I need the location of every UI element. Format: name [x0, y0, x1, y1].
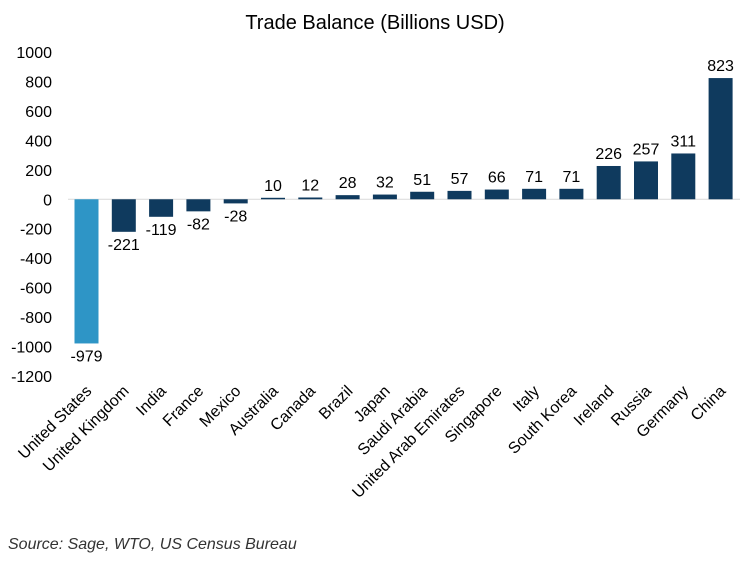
- data-label: 51: [413, 172, 431, 189]
- bars: [68, 78, 740, 344]
- data-label: 823: [707, 58, 734, 75]
- bar-india: [149, 199, 174, 217]
- y-tick-label: -1200: [11, 369, 52, 386]
- y-tick-label: 1000: [16, 45, 52, 62]
- data-label: 257: [633, 141, 660, 158]
- data-label: 32: [376, 175, 394, 192]
- data-label: 71: [525, 169, 543, 186]
- bar-united-kingdom: [111, 199, 136, 232]
- bar-ireland: [596, 165, 621, 200]
- bar-mexico: [223, 199, 248, 204]
- data-label: 28: [339, 175, 357, 192]
- x-tick-label: Italy: [510, 383, 543, 416]
- bar-russia: [634, 161, 658, 200]
- data-label: 12: [301, 178, 319, 195]
- data-labels: -979 -221 -119 -82 -28 10 12 28 32 51 57 66 71 71 226 2…: [70, 58, 734, 365]
- y-tick-label: -400: [20, 251, 52, 268]
- bar-united-arab-emirates: [447, 190, 472, 200]
- data-label: -979: [70, 348, 102, 365]
- bar-singapore: [484, 189, 509, 200]
- x-tick-label: South Korea: [505, 383, 580, 458]
- y-tick-label: -600: [20, 281, 52, 298]
- data-label: -28: [224, 208, 247, 225]
- y-axis: 1000 800 600 400 200 0 -200 -400 -600 -800 -1000 -1…: [11, 45, 52, 386]
- data-label: -119: [146, 222, 177, 239]
- y-tick-label: -200: [20, 222, 52, 239]
- data-label: 10: [264, 178, 282, 195]
- y-tick-label: -800: [20, 310, 52, 327]
- y-tick-label: 800: [25, 74, 52, 91]
- y-tick-label: 400: [25, 133, 52, 150]
- bar-italy: [522, 188, 547, 200]
- bar-united-states: [74, 199, 99, 344]
- data-label: 226: [595, 146, 622, 163]
- data-label: 66: [488, 170, 506, 187]
- x-tick-label: China: [688, 383, 730, 425]
- source-note: Source: Sage, WTO, US Census Bureau: [8, 536, 297, 553]
- y-tick-label: -1000: [11, 340, 52, 357]
- y-tick-label: 600: [25, 104, 52, 121]
- bar-japan: [372, 194, 397, 200]
- y-tick-label: 0: [43, 192, 52, 209]
- data-label: 311: [671, 133, 697, 150]
- bar-china: [708, 78, 733, 200]
- bar-germany: [671, 153, 696, 200]
- bar-canada: [298, 197, 323, 200]
- bar-south-korea: [559, 188, 584, 200]
- x-tick-label: Brazil: [316, 383, 356, 423]
- data-label: 71: [563, 169, 581, 186]
- bar-france: [186, 199, 211, 212]
- x-tick-label: Ireland: [571, 383, 618, 430]
- bar-saudi-arabia: [410, 191, 435, 200]
- data-label: -221: [108, 237, 140, 254]
- chart-title: Trade Balance (Billions USD): [245, 12, 504, 34]
- data-label: 57: [451, 171, 469, 188]
- y-tick-label: 200: [25, 163, 52, 180]
- data-label: -82: [187, 216, 210, 233]
- bar-australia: [261, 197, 285, 200]
- bar-brazil: [335, 195, 360, 200]
